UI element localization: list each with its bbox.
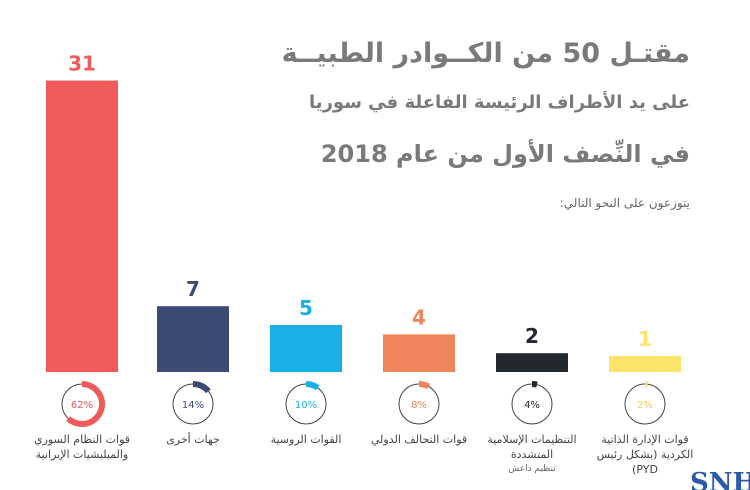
percent-label: 10% bbox=[295, 400, 317, 411]
percent-arc bbox=[418, 381, 431, 390]
category-label: قوات الإدارة الذاتية الكردية (بشكل رئيس … bbox=[585, 432, 705, 477]
percent-arc bbox=[305, 381, 320, 391]
intro: يتوزعون على النحو التالي: bbox=[559, 196, 690, 210]
category-label: قوات التحالف الدولي bbox=[359, 432, 479, 447]
category-text: قوات الإدارة الذاتية الكردية (بشكل رئيس … bbox=[596, 433, 694, 476]
percent-label: 14% bbox=[182, 400, 204, 411]
bar-value-label: 31 bbox=[68, 52, 96, 76]
bar-value-label: 5 bbox=[299, 296, 313, 320]
title: مقتـل 50 من الكــوادر الطبيــة bbox=[281, 38, 690, 69]
category-note: تنظيم داعش bbox=[508, 464, 556, 474]
percent-arc bbox=[531, 381, 538, 388]
bar bbox=[496, 353, 568, 372]
subtitle: على يد الأطراف الرئيسة الفاعلة في سوريا bbox=[309, 92, 690, 113]
category-label: التنظيمات الإسلامية المتشددة تنظيم داعش bbox=[472, 432, 592, 477]
period: في النِّصف الأول من عام 2018 bbox=[320, 140, 690, 168]
percent-arc bbox=[192, 381, 211, 394]
bar bbox=[383, 334, 455, 372]
category-text: قوات التحالف الدولي bbox=[370, 433, 468, 446]
bar bbox=[609, 356, 681, 372]
snhr-logo: SNH bbox=[690, 468, 750, 490]
percent-label: 8% bbox=[411, 400, 427, 411]
percent-label: 4% bbox=[524, 400, 540, 411]
bar-value-label: 4 bbox=[412, 305, 426, 329]
category-text: التنظيمات الإسلامية المتشددة bbox=[487, 433, 577, 461]
percent-label: 62% bbox=[71, 400, 93, 411]
bar bbox=[46, 80, 118, 372]
bar-value-label: 2 bbox=[525, 324, 539, 348]
category-text: قوات النظام السوري والميليشيات الإيرانية bbox=[33, 433, 131, 461]
bar bbox=[157, 306, 229, 372]
category-label: جهات أخرى bbox=[133, 432, 253, 447]
bar-value-label: 7 bbox=[186, 277, 200, 301]
percent-arc bbox=[66, 381, 105, 427]
category-label: قوات النظام السوري والميليشيات الإيرانية bbox=[22, 432, 142, 462]
category-text: القوات الروسية bbox=[270, 433, 342, 446]
bar bbox=[270, 325, 342, 372]
percent-label: 2% bbox=[637, 400, 653, 411]
category-label: القوات الروسية bbox=[246, 432, 366, 447]
bar-value-label: 1 bbox=[638, 327, 652, 351]
category-text: جهات أخرى bbox=[166, 433, 220, 446]
